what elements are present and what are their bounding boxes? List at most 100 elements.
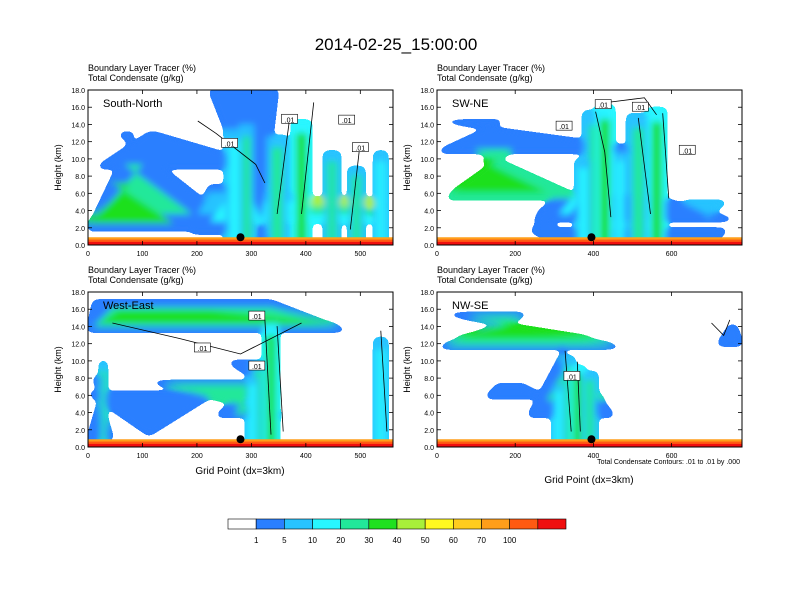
convective-core bbox=[377, 349, 384, 447]
x-tick-label: 0 bbox=[86, 453, 90, 460]
convective-core bbox=[616, 161, 624, 245]
x-tick-label: 400 bbox=[588, 251, 600, 258]
y-tick-label: 8.0 bbox=[75, 376, 85, 383]
contour-label-box bbox=[248, 310, 266, 321]
condensate-contour bbox=[662, 113, 670, 199]
condensate-contour bbox=[564, 350, 572, 432]
colorbar-label: 60 bbox=[449, 536, 458, 545]
plot-area: .01 NW-SE 0.0 2.0 4.0 6.0 8.0 10.0 12.0 14.0 16.0 1… bbox=[402, 290, 743, 460]
tracer-band bbox=[88, 392, 217, 435]
convective-core bbox=[271, 147, 283, 245]
convective-core bbox=[242, 136, 251, 245]
panel-line1: Boundary Layer Tracer (%) bbox=[88, 265, 196, 275]
condensate-contour bbox=[264, 319, 272, 435]
colorbar-label: 100 bbox=[503, 536, 517, 545]
site-marker bbox=[587, 435, 596, 444]
y-tick-label: 12.0 bbox=[71, 140, 85, 147]
y-tick-label: 16.0 bbox=[420, 307, 434, 314]
condensate-contour bbox=[711, 319, 731, 337]
contour-label: .01 bbox=[355, 146, 365, 153]
tracer-band bbox=[100, 310, 332, 323]
contour-label-box bbox=[594, 99, 612, 109]
y-tick-label: 2.0 bbox=[424, 226, 434, 233]
colorbar-label: 50 bbox=[421, 536, 430, 545]
y-tick-label: 4.0 bbox=[75, 411, 85, 418]
site-marker bbox=[236, 435, 245, 444]
panel-line2: Total Condensate (g/kg) bbox=[88, 275, 184, 285]
colorbar-swatch bbox=[227, 518, 257, 530]
panel-nw-se: Boundary Layer Tracer (%) Total Condensa… bbox=[402, 265, 743, 486]
shaded-field bbox=[437, 97, 742, 245]
x-tick-label: 600 bbox=[666, 453, 678, 460]
y-tick-label: 8.0 bbox=[424, 376, 434, 383]
y-tick-label: 12.0 bbox=[420, 140, 434, 147]
panel-sw-ne: Boundary Layer Tracer (%) Total Condensa… bbox=[402, 63, 743, 258]
convective-core bbox=[585, 380, 594, 447]
y-axis-label: Height (km) bbox=[402, 144, 412, 191]
x-tick-label: 0 bbox=[86, 251, 90, 258]
y-tick-label: 6.0 bbox=[75, 393, 85, 400]
contour-label: .01 bbox=[225, 141, 235, 148]
contour-label-box bbox=[632, 101, 649, 112]
panel-line2: Total Condensate (g/kg) bbox=[88, 73, 184, 83]
y-tick-label: 6.0 bbox=[424, 191, 434, 198]
y-axis-label: Height (km) bbox=[53, 144, 63, 191]
contour-label: .01 bbox=[635, 105, 645, 112]
contour-label: .01 bbox=[598, 103, 608, 110]
x-tick-label: 300 bbox=[246, 251, 258, 258]
panel-line2: Total Condensate (g/kg) bbox=[437, 275, 533, 285]
tracer-bands bbox=[437, 313, 742, 447]
y-tick-label: 4.0 bbox=[75, 209, 85, 216]
y-tick-label: 12.0 bbox=[420, 342, 434, 349]
y-tick-label: 0.0 bbox=[424, 243, 434, 250]
x-tick-label: 500 bbox=[354, 251, 366, 258]
contour-label: .01 bbox=[252, 314, 262, 321]
panel-label: NW-SE bbox=[452, 300, 488, 312]
x-tick-label: 500 bbox=[354, 453, 366, 460]
condensate-contour bbox=[607, 97, 657, 116]
panel-line1: Boundary Layer Tracer (%) bbox=[437, 265, 545, 275]
x-tick-label: 0 bbox=[435, 453, 439, 460]
panel-south-north: Boundary Layer Tracer (%) Total Condensa… bbox=[53, 63, 394, 258]
y-tick-label: 16.0 bbox=[71, 105, 85, 112]
y-tick-label: 10.0 bbox=[420, 157, 434, 164]
panel-line1: Boundary Layer Tracer (%) bbox=[437, 63, 545, 73]
colorbar: 1 5 10 20 30 40 50 60 70 100 bbox=[227, 518, 567, 545]
condensate-contour bbox=[637, 117, 651, 215]
boundary-layer-band bbox=[88, 241, 393, 245]
panel-west-east: Boundary Layer Tracer (%) Total Condensa… bbox=[53, 265, 394, 477]
tracer-band bbox=[681, 201, 727, 218]
boundary-layer-band bbox=[437, 443, 742, 447]
y-tick-label: 10.0 bbox=[71, 157, 85, 164]
y-axis-label: Height (km) bbox=[402, 346, 412, 393]
panel-label: SW-NE bbox=[452, 98, 488, 110]
colorbar-swatch bbox=[340, 518, 370, 530]
condensate-contour bbox=[197, 120, 266, 184]
convective-core bbox=[229, 140, 239, 245]
panel-line2: Total Condensate (g/kg) bbox=[437, 73, 533, 83]
tracer-band bbox=[88, 183, 174, 224]
plot-area: .01 .01 .01 West-East 0.0 2.0 4.0 6.0 8.0 10.0 12.… bbox=[53, 290, 394, 460]
tracer-band bbox=[455, 323, 596, 339]
boundary-layer-band bbox=[437, 241, 742, 245]
condensate-contour bbox=[595, 111, 612, 218]
colorbar-swatch bbox=[368, 518, 398, 530]
contour-label-box bbox=[678, 144, 696, 155]
y-tick-label: 14.0 bbox=[71, 324, 85, 331]
condensate-contour bbox=[349, 148, 360, 230]
condensate-contour bbox=[380, 330, 388, 432]
tracer-bands bbox=[88, 90, 387, 245]
x-tick-label: 600 bbox=[666, 251, 678, 258]
contour-label: .01 bbox=[252, 364, 262, 371]
x-axis-label: Grid Point (dx=3km) bbox=[544, 475, 633, 486]
contour-label: .01 bbox=[198, 346, 208, 353]
contour-label-box bbox=[248, 360, 266, 371]
contour-label-box bbox=[338, 114, 356, 125]
colorbar-label: 20 bbox=[336, 536, 345, 545]
plot-frame bbox=[87, 291, 394, 448]
contour-label-box bbox=[352, 142, 369, 152]
colorbar-label: 70 bbox=[477, 536, 486, 545]
colorbar-label: 5 bbox=[282, 536, 287, 545]
plot-frame bbox=[436, 291, 743, 448]
